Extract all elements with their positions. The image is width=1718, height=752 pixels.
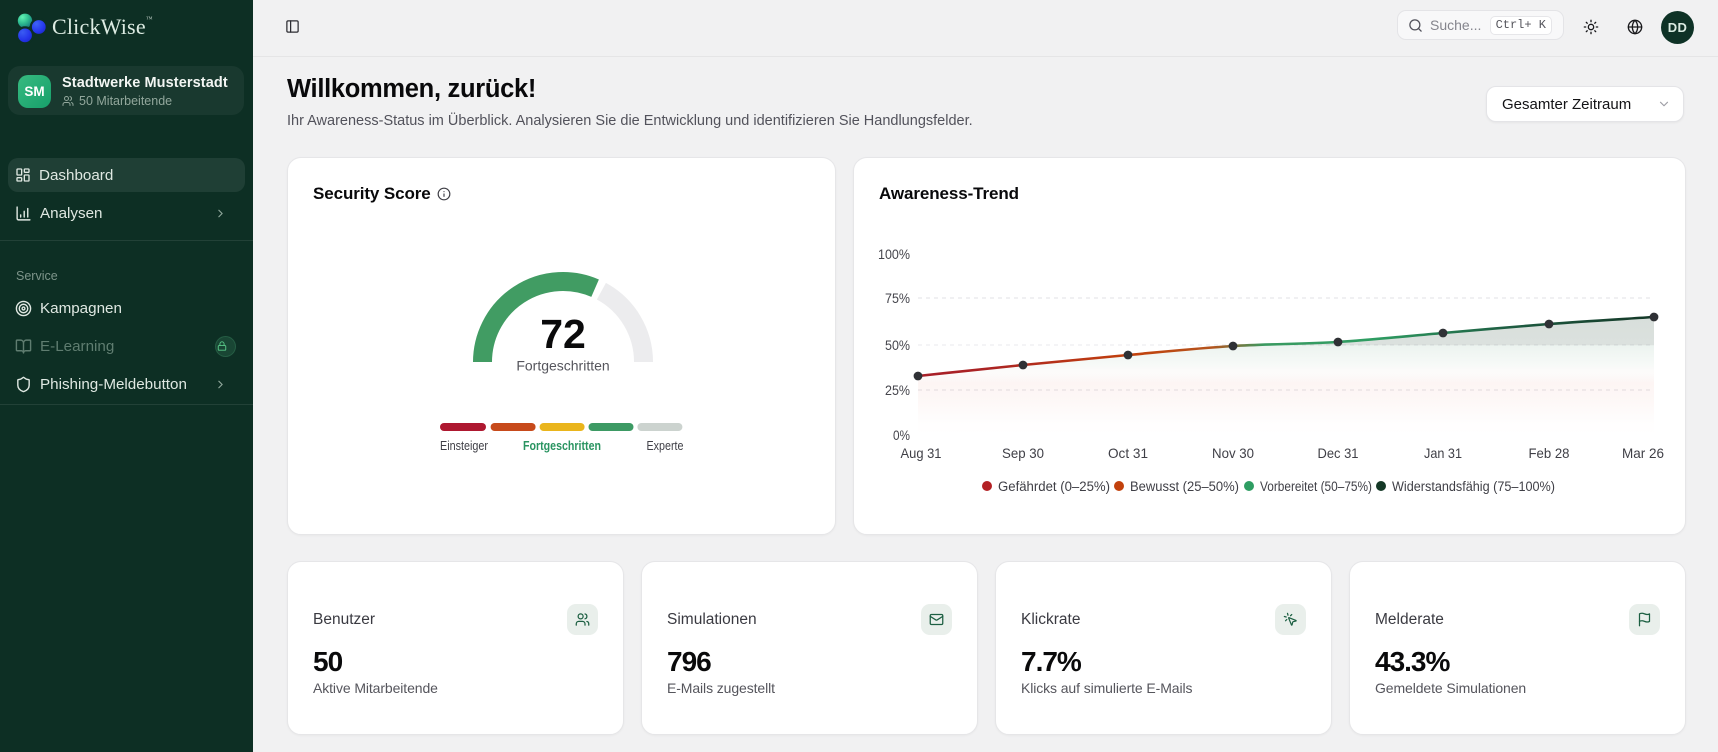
- svg-text:Feb 28: Feb 28: [1529, 445, 1570, 461]
- svg-text:Einsteiger: Einsteiger: [440, 439, 488, 453]
- svg-text:Sep 30: Sep 30: [1002, 445, 1044, 461]
- svg-text:Dec 31: Dec 31: [1318, 445, 1359, 461]
- svg-text:72: 72: [540, 311, 586, 357]
- svg-text:25%: 25%: [885, 382, 910, 398]
- svg-text:Jan 31: Jan 31: [1424, 445, 1462, 461]
- svg-text:0%: 0%: [893, 427, 910, 443]
- svg-text:Oct 31: Oct 31: [1108, 445, 1148, 461]
- svg-text:Fortgeschritten: Fortgeschritten: [523, 439, 601, 453]
- svg-text:Experte: Experte: [647, 439, 684, 453]
- svg-text:Widerstandsfähig (75–100%): Widerstandsfähig (75–100%): [1392, 479, 1555, 494]
- svg-text:Bewusst (25–50%): Bewusst (25–50%): [1130, 479, 1239, 494]
- svg-text:Mar 26: Mar 26: [1622, 445, 1664, 461]
- svg-text:50%: 50%: [885, 337, 910, 353]
- svg-text:Gefährdet (0–25%): Gefährdet (0–25%): [998, 479, 1110, 494]
- svg-text:Nov 30: Nov 30: [1212, 445, 1254, 461]
- svg-text:Aug 31: Aug 31: [901, 445, 942, 461]
- svg-text:Fortgeschritten: Fortgeschritten: [516, 358, 609, 374]
- svg-text:100%: 100%: [878, 246, 910, 262]
- svg-text:75%: 75%: [885, 290, 910, 306]
- svg-text:Vorbereitet (50–75%): Vorbereitet (50–75%): [1260, 479, 1372, 494]
